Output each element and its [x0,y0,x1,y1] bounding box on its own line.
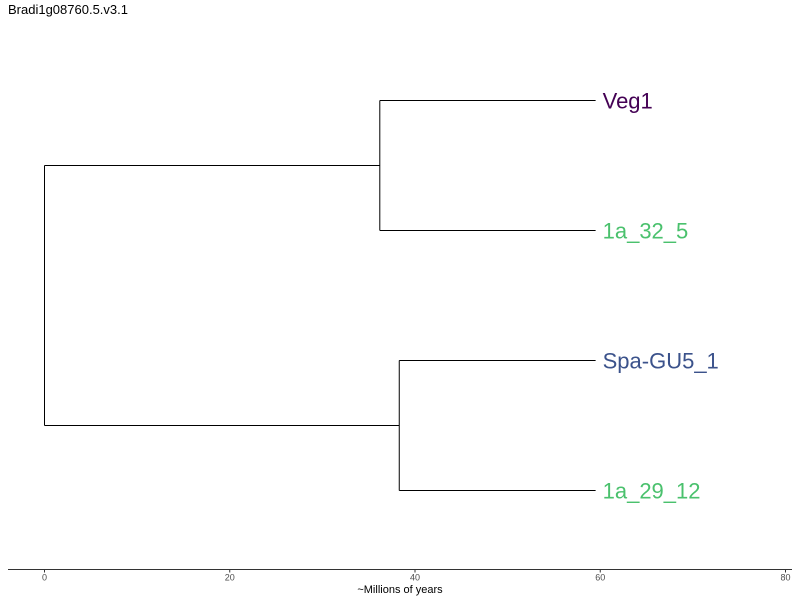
tip-label: 1a_29_12 [603,479,701,504]
tip-label: Spa-GU5_1 [603,349,719,374]
axis-tick-label: 40 [410,573,420,583]
axis-title: ~Millions of years [357,584,443,596]
tip-label: 1a_32_5 [603,219,689,244]
tip-labels: Veg1 1a_32_5 Spa-GU5_1 1a_29_12 [603,89,719,504]
tree-branches [44,100,596,491]
tip-label: Veg1 [603,89,653,114]
tree-title: Bradi1g08760.5.v3.1 [8,2,128,17]
time-axis: 0 20 40 60 80 ~Millions of years [8,569,792,596]
axis-tick-label: 0 [42,573,47,583]
axis-tick-label: 80 [780,573,790,583]
axis-ticks: 0 20 40 60 80 [42,569,791,583]
axis-tick-label: 20 [225,573,235,583]
axis-tick-label: 60 [595,573,605,583]
